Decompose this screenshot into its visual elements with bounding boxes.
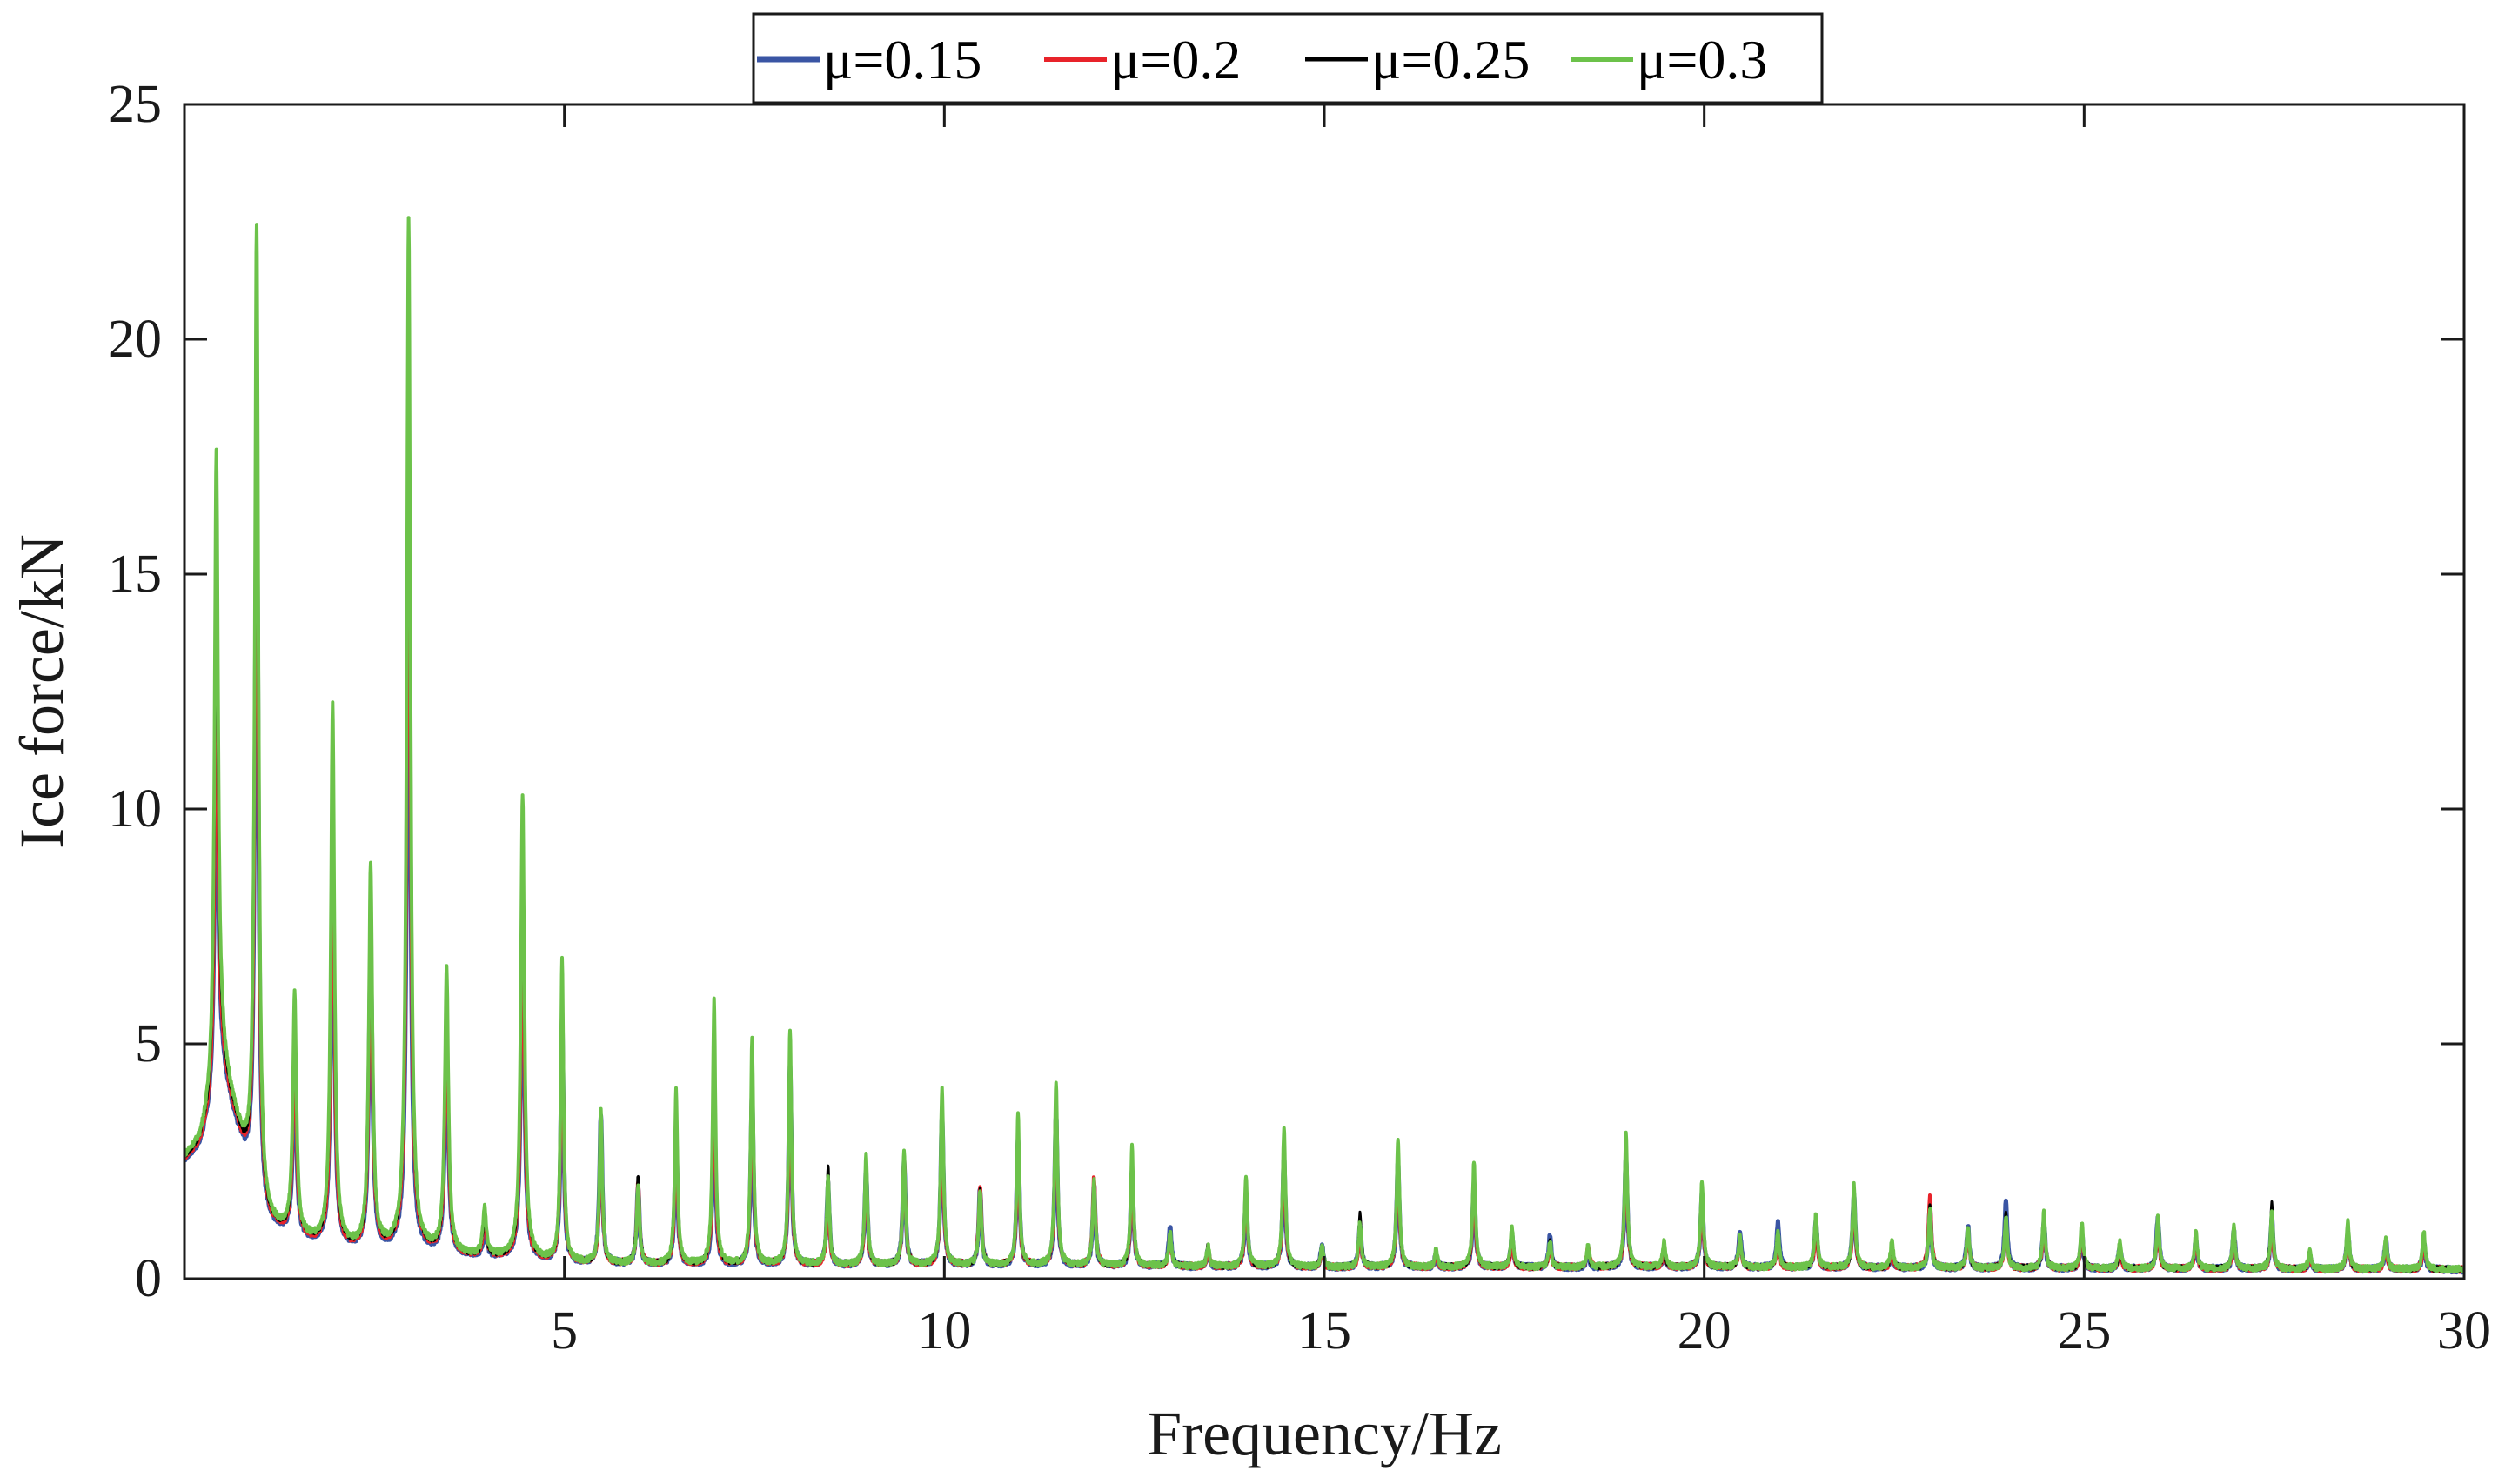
y-tick-label: 5 [135,1014,162,1073]
legend-label: μ=0.15 [823,29,981,90]
legend-label: μ=0.3 [1637,29,1767,90]
x-axis-title: Frequency/Hz [1147,1399,1502,1468]
x-tick-label: 25 [2057,1301,2111,1360]
x-tick-label: 20 [1678,1301,1731,1360]
legend-label: μ=0.2 [1110,29,1241,90]
x-tick-label: 5 [551,1301,578,1360]
y-tick-label: 25 [108,75,162,134]
y-tick-label: 15 [108,545,162,604]
y-tick-label: 0 [135,1249,162,1308]
legend-box [752,12,1824,104]
ticks-layer: 0 5 10 15 20 25 5 10 15 20 25 30 [108,75,2491,1360]
y-tick-label: 20 [108,310,162,369]
x-tick-label: 30 [2437,1301,2491,1360]
legend-label: μ=0.25 [1371,29,1530,90]
legend: μ=0.15 μ=0.2 μ=0.25 μ=0.3 [752,12,1824,104]
y-axis-title: Ice force/kN [7,534,77,849]
x-tick-label: 10 [917,1301,971,1360]
x-tick-label: 15 [1297,1301,1351,1360]
y-tick-label: 10 [108,779,162,839]
